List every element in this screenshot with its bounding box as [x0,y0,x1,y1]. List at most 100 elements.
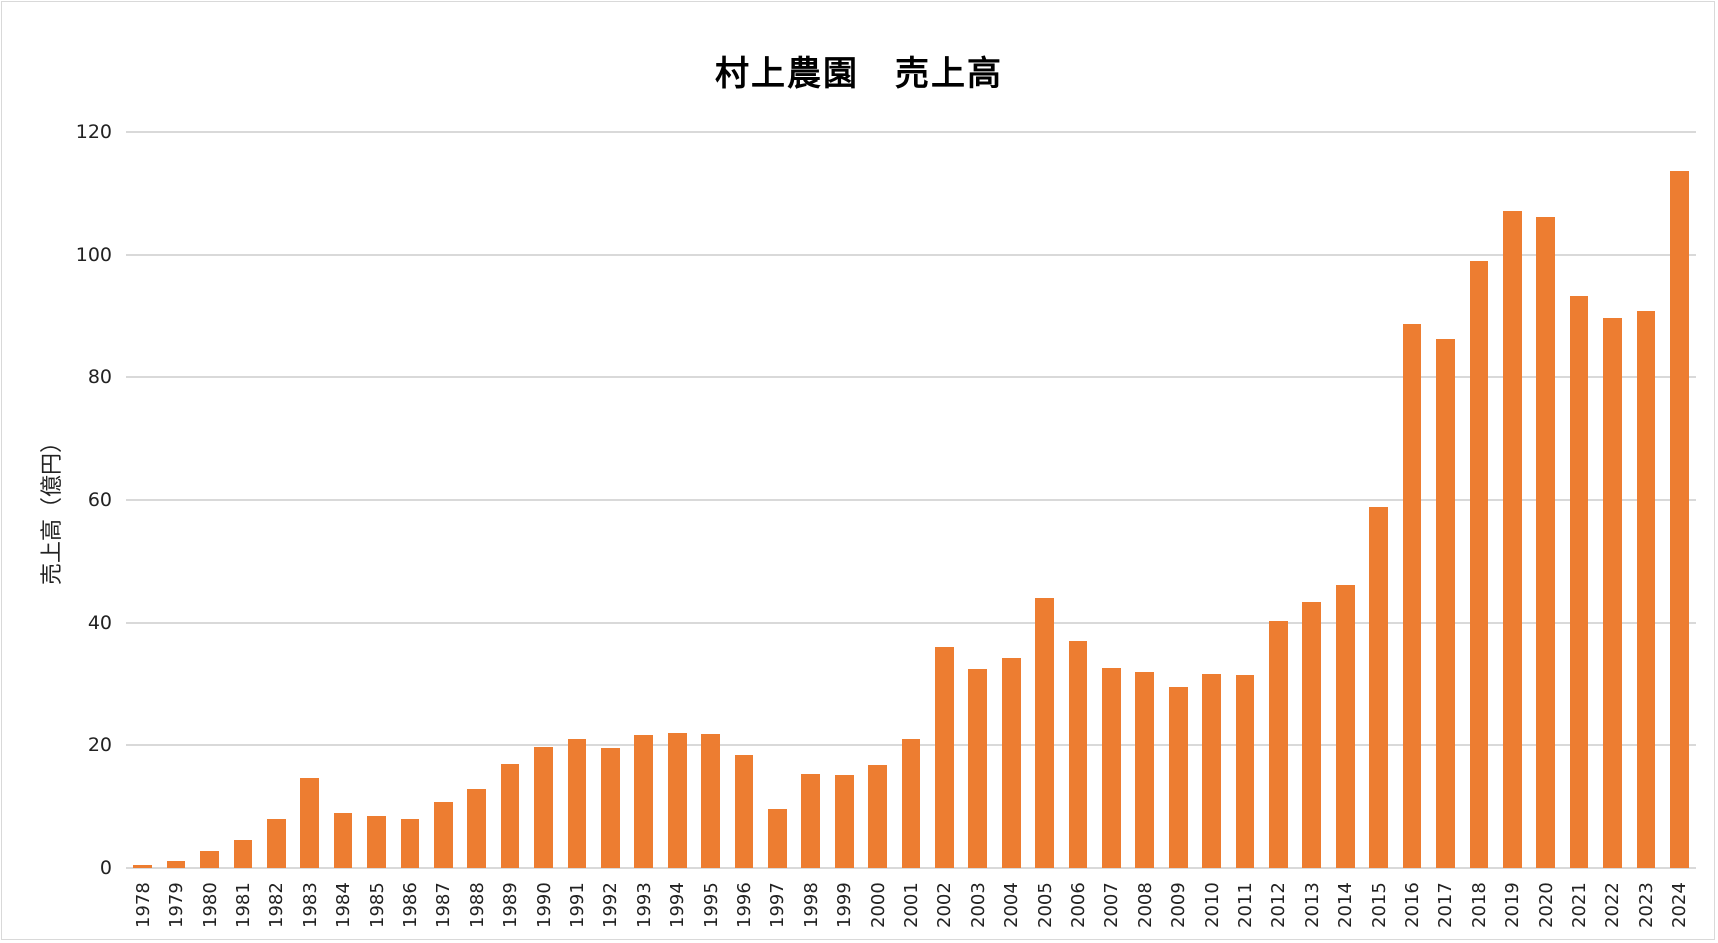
y-tick-label: 120 [75,121,112,143]
bar-1995 [701,734,720,868]
bar-1982 [266,818,286,868]
gridline [126,253,1696,256]
x-tick-label: 1980 [199,882,221,928]
x-tick-label: 1985 [366,882,388,928]
y-tick-label: 60 [87,489,112,511]
x-tick-label: 2012 [1268,882,1290,928]
bar-2003 [968,668,988,868]
x-tick-label: 2001 [901,882,922,928]
gridline [126,131,1696,133]
x-tick-label: 2007 [1101,882,1123,928]
x-tick-label: 1995 [700,882,722,928]
x-tick-label: 1982 [266,882,288,928]
bar-2004 [1001,658,1021,868]
y-tick-label: 100 [75,243,112,266]
bar-1998 [801,773,821,868]
x-tick-label: 1989 [500,882,522,928]
x-tick-label: 1987 [433,882,455,928]
x-tick-label: 2006 [1068,882,1090,928]
bar-2005 [1035,598,1054,868]
x-tick-label: 2010 [1201,882,1223,928]
y-tick-label: 80 [87,366,112,389]
bar-2019 [1502,210,1522,868]
x-tick-label: 2000 [867,882,889,928]
x-tick-label: 2013 [1301,882,1323,928]
bar-2007 [1102,668,1121,868]
x-tick-label: 2020 [1535,882,1557,928]
x-tick-label: 2022 [1602,882,1624,928]
x-tick-label: 2004 [1001,882,1023,928]
x-tick-label: 2009 [1168,882,1190,928]
x-tick-label: 1994 [667,882,689,928]
x-tick-label: 1993 [633,882,655,928]
x-tick-label: 1979 [166,882,188,928]
bar-2015 [1369,507,1388,868]
bar-2023 [1636,311,1656,868]
x-tick-label: 2016 [1402,882,1424,928]
bar-1985 [367,815,386,868]
x-tick-label: 1992 [600,882,622,928]
x-tick-label: 2011 [1235,882,1257,928]
bar-2008 [1135,671,1155,868]
x-tick-label: 2019 [1502,882,1524,928]
x-tick-label: 1998 [800,882,822,928]
bar-1993 [634,734,654,868]
bar-2012 [1269,621,1288,868]
x-tick-label: 1984 [333,882,355,928]
x-tick-label: 2017 [1435,882,1457,928]
gridline [126,867,1696,869]
bar-2016 [1402,323,1422,868]
bar-1990 [534,747,553,868]
x-tick-label: 2005 [1034,882,1056,928]
bar-1981 [233,840,253,868]
chart-title: 村上農園 売上高 [715,54,1003,94]
bar-2024 [1669,170,1689,868]
bar-1999 [834,774,854,868]
plot-area: 0 20 40 60 80 100 120 1978 1979 1980 1981 1982 1983 1… [76,121,1696,928]
bar-2020 [1536,216,1556,868]
bar-2009 [1168,687,1188,868]
x-tick-label: 2002 [934,882,956,928]
x-tick-label: 2015 [1368,882,1390,928]
bar-1979 [166,861,186,868]
bar-2018 [1469,260,1489,868]
x-tick-label: 1991 [566,882,588,928]
y-tick-label: 0 [99,857,112,879]
bar-1983 [300,777,320,868]
bar-2001 [901,739,921,868]
bar-1988 [467,789,487,868]
bar-2017 [1436,339,1455,868]
bar-2014 [1335,585,1355,868]
x-tick-label: 1988 [466,882,488,928]
x-tick-label: 1978 [132,882,154,928]
bar-1989 [500,763,520,868]
bar-2010 [1202,673,1221,868]
x-tick-label: 2008 [1134,882,1156,928]
bar-2002 [935,647,954,868]
x-tick-label: 2024 [1669,882,1691,928]
x-tick-label: 2021 [1569,882,1591,928]
bar-1980 [200,851,219,868]
bar-1997 [768,808,787,868]
x-tick-label: 2018 [1468,882,1490,928]
bar-1986 [400,818,420,868]
x-tick-label: 1996 [733,882,755,928]
bar-1991 [567,739,587,868]
gridline [126,376,1696,379]
bar-1992 [601,748,620,868]
y-tick-label: 40 [87,611,112,634]
x-tick-label: 1986 [399,882,421,928]
bar-2022 [1603,317,1622,868]
x-tick-label: 2014 [1335,882,1357,928]
x-tick-label: 2023 [1635,882,1657,928]
gridline [126,499,1696,501]
x-tick-label: 1981 [232,882,254,928]
bar-2021 [1569,295,1589,868]
bar-2006 [1068,641,1088,868]
x-tick-label: 1997 [767,882,789,928]
x-tick-label: 1983 [299,882,321,928]
x-tick-label: 2003 [967,882,989,928]
bar-1984 [333,813,353,868]
bar-1996 [734,755,754,868]
